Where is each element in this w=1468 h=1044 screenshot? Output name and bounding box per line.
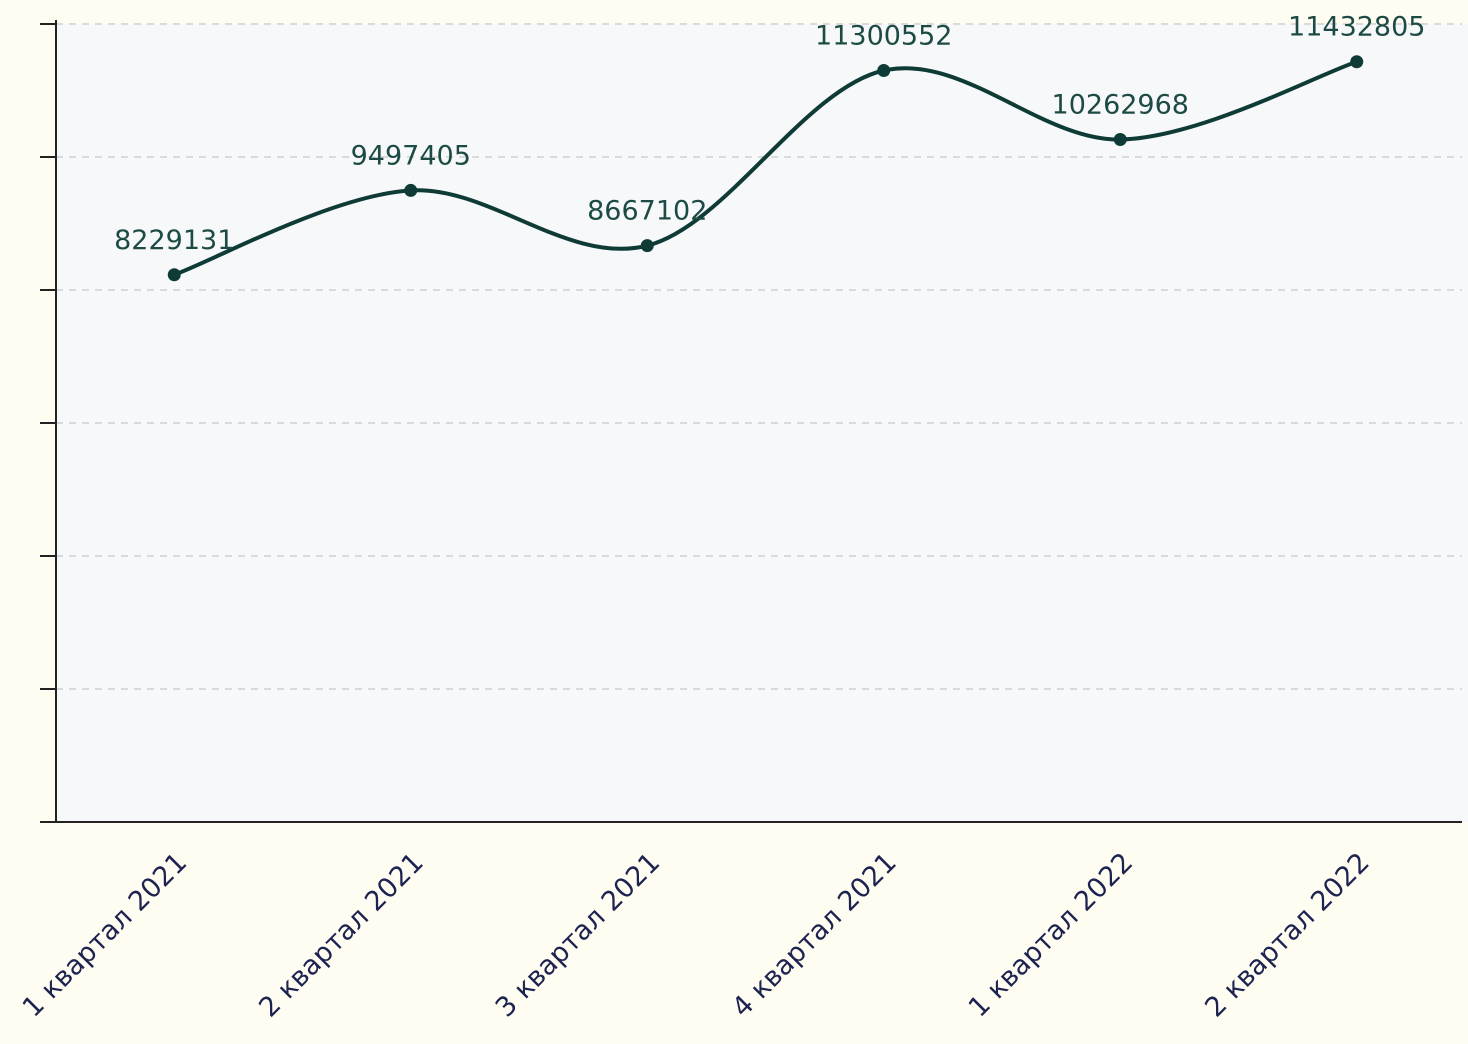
point (404, 183, 418, 197)
data-label: 10262968 (1052, 90, 1189, 121)
point (167, 268, 181, 282)
data-label: 11300552 (815, 21, 952, 52)
x-tick-label: 2 квартал 2022 (1199, 847, 1375, 1023)
x-tick-label: 1 квартал 2021 (17, 847, 193, 1023)
data-label: 9497405 (351, 140, 471, 171)
point (1350, 55, 1364, 69)
x-tick-label: 1 квартал 2022 (963, 847, 1139, 1023)
x-tick-label: 2 квартал 2021 (253, 847, 429, 1023)
x-tick-label: 4 квартал 2021 (726, 847, 902, 1023)
data-label: 8229131 (114, 225, 234, 256)
data-label: 8667102 (587, 196, 707, 227)
data-label: 11432805 (1288, 12, 1425, 43)
line (173, 59, 1358, 277)
point (640, 239, 654, 253)
point (1113, 133, 1127, 147)
x-tick-label: 3 квартал 2021 (490, 847, 666, 1023)
point (877, 64, 891, 78)
